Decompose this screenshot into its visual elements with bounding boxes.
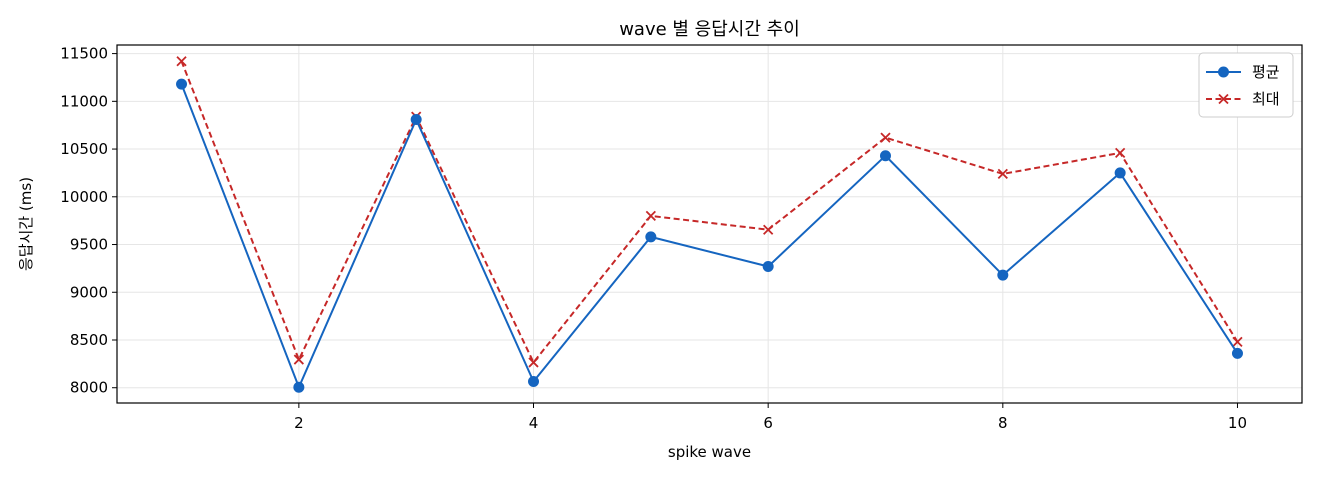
x-tick-label: 2 [294,414,304,432]
data-point [763,224,774,235]
data-point [997,168,1008,180]
x-tick-label: 8 [998,414,1008,432]
y-tick-label: 10500 [60,140,108,158]
plot-area-frame [116,44,1303,404]
legend-label: 평균 [1252,63,1280,81]
y-tick-label: 11500 [60,45,108,63]
y-tick-label: 9500 [70,236,108,254]
data-point [1231,347,1243,359]
data-point [645,231,657,243]
x-tick-label: 6 [763,414,773,432]
data-point [880,132,891,143]
x-tick-label: 10 [1228,414,1247,432]
grid-lines [117,45,1302,403]
data-point [528,376,540,388]
legend-label: 최대 [1252,90,1280,108]
series-group [176,78,1243,393]
chart-title: wave 별 응답시간 추이 [619,19,800,40]
x-tick-label: 4 [529,414,539,432]
legend-marker [1218,93,1229,105]
y-tick-label: 11000 [60,92,108,110]
data-point [762,260,774,272]
y-tick-label: 9000 [70,283,108,301]
legend-marker [1218,66,1229,78]
y-axis-label: 응답시간 (ms) [17,177,35,271]
series-group [176,56,1243,368]
data-point [293,354,304,365]
data-point [176,78,188,90]
data-point [410,113,422,125]
data-point [528,357,539,368]
y-tick-label: 8500 [70,331,108,349]
data-point [997,269,1009,281]
data-point [879,150,891,162]
y-tick-label: 8000 [70,379,108,397]
y-tick-label: 10000 [60,188,108,206]
series-line [180,83,1239,389]
data-point [1232,336,1243,348]
y-axis-ticks: 8000 8500 9000 9500 10000 10500 11000 11500 [60,45,117,397]
data-point [293,381,305,393]
data-point [1115,147,1126,159]
data-point [1114,167,1126,179]
data-point [176,56,187,67]
series-layer [176,56,1243,393]
data-point [645,210,656,222]
x-axis-ticks: 2 4 6 8 10 [294,403,1247,432]
x-axis-label: spike wave [668,443,751,461]
